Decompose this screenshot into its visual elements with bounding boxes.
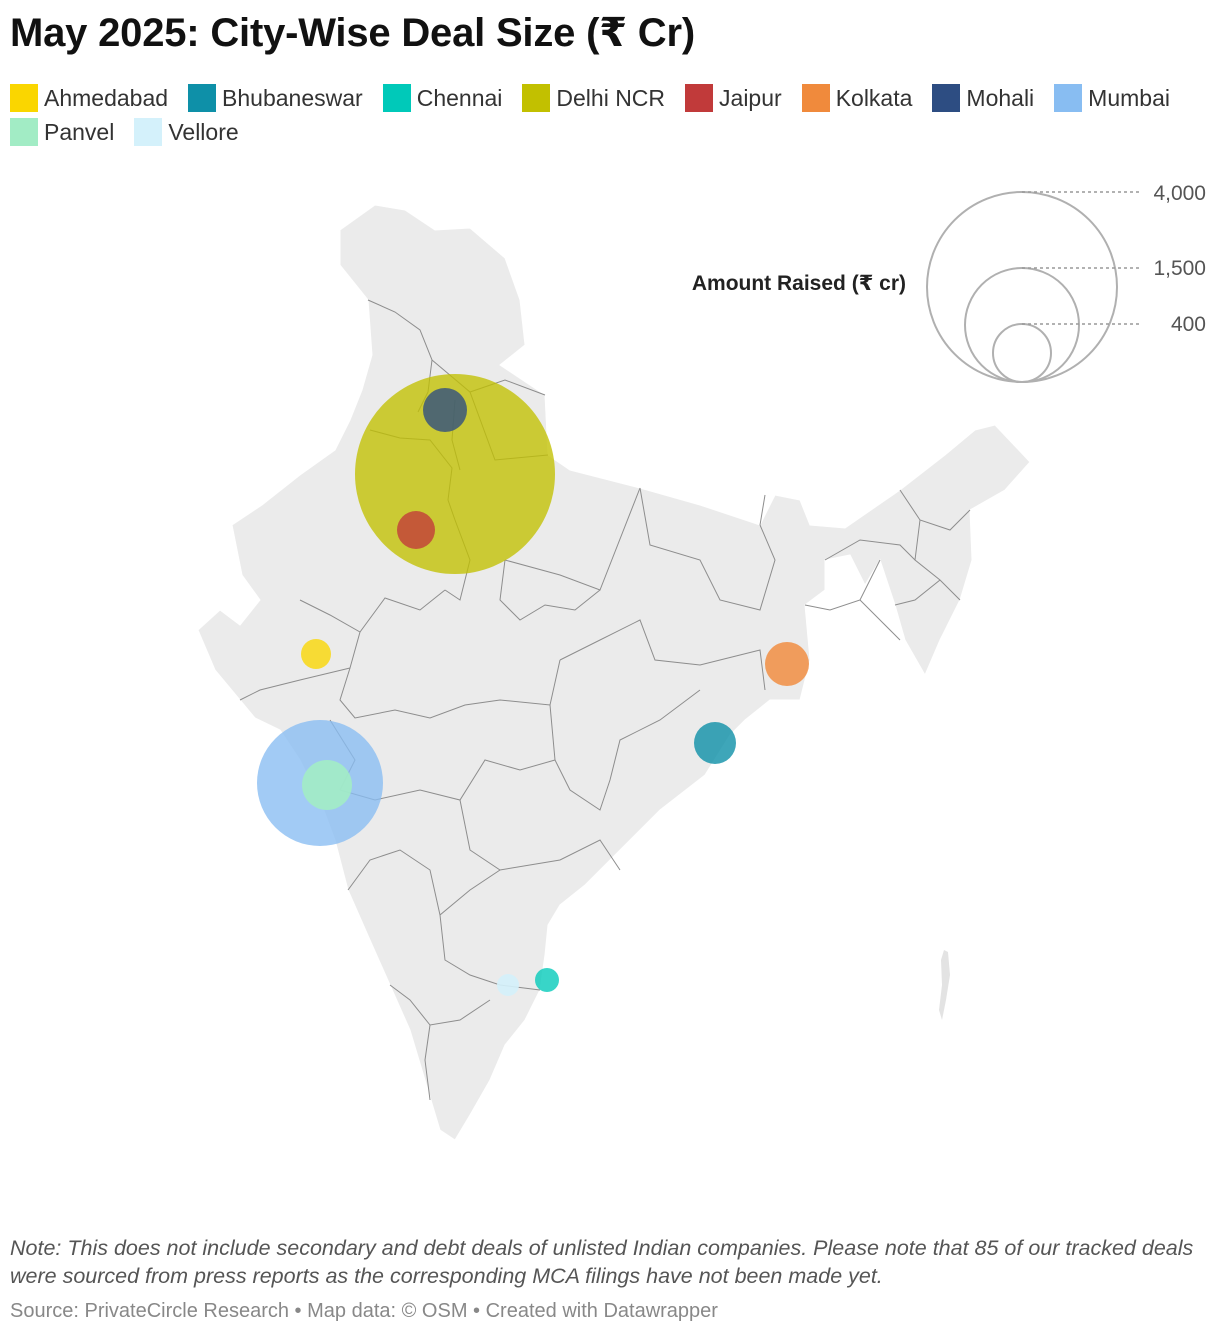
legend-label: Mumbai — [1088, 84, 1170, 111]
chart-title: May 2025: City-Wise Deal Size (₹ Cr) — [10, 11, 695, 55]
size-legend: Amount Raised (₹ cr) 4,000 1,500 400 — [692, 182, 1206, 383]
border-line — [339, 631, 561, 719]
border-line — [504, 487, 641, 591]
legend-item-bhubaneswar: Bhubaneswar — [188, 84, 363, 112]
size-legend-value-medium: 1,500 — [1153, 257, 1206, 280]
border-line — [859, 599, 901, 641]
border-line — [459, 799, 621, 871]
legend-label: Kolkata — [835, 84, 913, 111]
legend-item-chennai: Chennai — [382, 84, 503, 112]
legend-label: Mohali — [966, 84, 1035, 111]
legend-label: Jaipur — [719, 84, 782, 111]
bubble-mohali[interactable] — [423, 388, 467, 432]
footnote: Note: This does not include secondary an… — [10, 1236, 1194, 1288]
bubble-bhubaneswar[interactable] — [694, 722, 736, 764]
border-line — [804, 559, 881, 611]
border-line — [759, 494, 766, 526]
border-line — [824, 539, 916, 561]
border-line — [549, 689, 701, 811]
legend-label: Delhi NCR — [556, 84, 666, 111]
color-legend: Ahmedabad Bhubaneswar Chennai Delhi NCR … — [10, 84, 1220, 146]
size-legend-title: Amount Raised (₹ cr) — [692, 272, 906, 295]
legend-swatch — [932, 84, 961, 112]
legend-item-vellore: Vellore — [134, 118, 239, 146]
border-line — [239, 667, 351, 701]
bubble-ahmedabad[interactable] — [301, 639, 331, 669]
legend-swatch — [522, 84, 551, 112]
legend-swatch — [801, 84, 830, 112]
size-legend-circle-small — [992, 323, 1052, 383]
source-text: Source: PrivateCircle Research — [10, 1300, 289, 1322]
legend-swatch — [10, 118, 38, 146]
border-line — [424, 1024, 431, 1101]
border-line — [559, 619, 766, 691]
bubble-jaipur[interactable] — [397, 511, 435, 549]
legend-label: Vellore — [168, 118, 239, 145]
legend-swatch — [10, 84, 38, 112]
legend-item-kolkata: Kolkata — [801, 84, 913, 112]
legend-swatch — [134, 118, 163, 146]
legend-label: Chennai — [416, 84, 503, 111]
legend-item-ahmedabad: Ahmedabad — [10, 84, 168, 112]
bubble-kolkata[interactable] — [765, 642, 809, 686]
india-landmass — [197, 204, 1031, 1141]
border-line — [299, 589, 446, 633]
legend-label: Bhubaneswar — [222, 84, 363, 111]
size-legend-value-large: 4,000 — [1153, 182, 1206, 205]
india-map: Amount Raised (₹ cr) 4,000 1,500 400 — [197, 182, 1206, 1141]
map-area: Amount Raised (₹ cr) 4,000 1,500 400 — [0, 160, 1220, 1220]
legend-item-delhi-ncr: Delhi NCR — [522, 84, 665, 112]
border-line — [894, 579, 941, 606]
legend-swatch — [1054, 84, 1083, 112]
legend-item-mumbai: Mumbai — [1054, 84, 1170, 112]
size-legend-value-small: 400 — [1171, 313, 1206, 336]
legend-item-panvel: Panvel — [10, 118, 114, 146]
bubble-chennai[interactable] — [535, 968, 559, 992]
bubble-vellore[interactable] — [497, 974, 519, 996]
andaman-islands — [939, 950, 950, 1020]
size-legend-circle-large — [926, 191, 1118, 383]
border-line — [499, 559, 601, 621]
legend-swatch — [685, 84, 714, 112]
border-line — [899, 489, 971, 531]
bubble-panvel[interactable] — [302, 760, 352, 810]
map-data-text: Map data: © OSM — [307, 1300, 468, 1322]
legend-swatch — [188, 84, 217, 112]
border-line — [347, 849, 441, 916]
source-line: Source: PrivateCircle Research • Map dat… — [10, 1300, 718, 1323]
bubbles — [257, 374, 809, 996]
legend-item-mohali: Mohali — [932, 84, 1034, 112]
border-line — [639, 487, 776, 611]
separator: • — [289, 1300, 308, 1322]
created-with-link[interactable]: Created with Datawrapper — [485, 1300, 718, 1322]
separator: • — [467, 1300, 486, 1322]
legend-label: Panvel — [44, 118, 115, 145]
legend-swatch — [382, 84, 411, 112]
legend-label: Ahmedabad — [44, 84, 169, 111]
border-line — [914, 519, 961, 601]
legend-item-jaipur: Jaipur — [685, 84, 782, 112]
